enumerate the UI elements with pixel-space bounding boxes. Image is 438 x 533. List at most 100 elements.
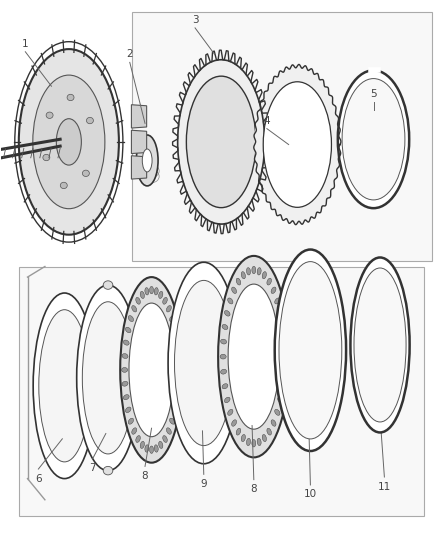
Ellipse shape	[125, 407, 131, 413]
Ellipse shape	[39, 310, 90, 462]
Ellipse shape	[103, 281, 113, 289]
Ellipse shape	[232, 287, 237, 294]
Ellipse shape	[168, 262, 240, 464]
Text: 8: 8	[142, 471, 148, 481]
Ellipse shape	[275, 409, 280, 415]
Ellipse shape	[33, 75, 105, 209]
Ellipse shape	[159, 292, 163, 298]
Ellipse shape	[77, 285, 139, 471]
Ellipse shape	[86, 117, 93, 124]
Ellipse shape	[228, 284, 279, 429]
Ellipse shape	[247, 438, 251, 446]
Ellipse shape	[123, 340, 129, 345]
Ellipse shape	[136, 435, 140, 442]
Ellipse shape	[254, 65, 340, 224]
Ellipse shape	[172, 407, 178, 413]
Ellipse shape	[354, 268, 406, 422]
Ellipse shape	[163, 297, 167, 304]
Ellipse shape	[218, 256, 290, 457]
Text: 5: 5	[370, 89, 377, 99]
Ellipse shape	[228, 298, 233, 304]
Ellipse shape	[128, 418, 134, 424]
Text: 2: 2	[127, 50, 133, 59]
Ellipse shape	[281, 339, 287, 344]
Ellipse shape	[178, 60, 265, 224]
Ellipse shape	[224, 397, 230, 403]
Ellipse shape	[263, 82, 332, 207]
Text: 3: 3	[192, 15, 198, 25]
Ellipse shape	[342, 78, 405, 200]
Ellipse shape	[174, 394, 180, 400]
Ellipse shape	[241, 272, 245, 279]
Ellipse shape	[236, 428, 241, 435]
Ellipse shape	[232, 420, 237, 426]
Polygon shape	[132, 12, 432, 261]
Polygon shape	[19, 266, 424, 516]
Ellipse shape	[140, 292, 145, 298]
Ellipse shape	[46, 112, 53, 118]
Ellipse shape	[123, 394, 129, 400]
Ellipse shape	[159, 441, 163, 448]
Text: 7: 7	[89, 463, 96, 473]
Ellipse shape	[252, 440, 256, 447]
Ellipse shape	[176, 368, 181, 372]
Ellipse shape	[19, 49, 119, 235]
Ellipse shape	[220, 354, 226, 359]
Ellipse shape	[222, 325, 228, 329]
Ellipse shape	[262, 434, 266, 442]
Ellipse shape	[236, 278, 241, 285]
Ellipse shape	[279, 262, 342, 439]
Polygon shape	[131, 156, 147, 179]
Ellipse shape	[132, 428, 137, 434]
Ellipse shape	[278, 311, 283, 316]
Ellipse shape	[136, 135, 158, 186]
Ellipse shape	[166, 305, 171, 312]
Ellipse shape	[140, 441, 145, 448]
Ellipse shape	[281, 369, 287, 374]
Ellipse shape	[174, 340, 180, 345]
Ellipse shape	[82, 170, 89, 176]
Ellipse shape	[186, 76, 256, 208]
Ellipse shape	[338, 70, 409, 208]
Ellipse shape	[172, 327, 178, 333]
Ellipse shape	[163, 435, 167, 442]
Ellipse shape	[129, 303, 174, 437]
Ellipse shape	[267, 428, 272, 435]
Text: 9: 9	[201, 479, 207, 489]
Polygon shape	[131, 130, 147, 154]
Ellipse shape	[175, 381, 181, 386]
Ellipse shape	[271, 420, 276, 426]
Ellipse shape	[257, 268, 261, 275]
Ellipse shape	[275, 298, 280, 304]
Polygon shape	[131, 104, 147, 128]
Ellipse shape	[145, 445, 149, 452]
Ellipse shape	[254, 66, 340, 223]
Ellipse shape	[166, 428, 171, 434]
Ellipse shape	[222, 384, 228, 389]
Ellipse shape	[132, 305, 137, 312]
Ellipse shape	[280, 325, 286, 329]
Ellipse shape	[170, 316, 175, 321]
Ellipse shape	[150, 446, 153, 454]
Ellipse shape	[67, 94, 74, 101]
Ellipse shape	[154, 445, 158, 452]
Ellipse shape	[247, 268, 251, 275]
Text: 8: 8	[251, 484, 257, 494]
Ellipse shape	[128, 316, 134, 321]
Text: 6: 6	[35, 474, 42, 483]
Ellipse shape	[282, 354, 288, 359]
Ellipse shape	[82, 302, 134, 454]
Ellipse shape	[267, 278, 272, 285]
Ellipse shape	[122, 353, 128, 359]
Ellipse shape	[175, 353, 181, 359]
Ellipse shape	[228, 409, 233, 415]
Ellipse shape	[174, 280, 233, 446]
Ellipse shape	[170, 418, 175, 424]
Ellipse shape	[125, 327, 131, 333]
Ellipse shape	[142, 149, 152, 172]
Ellipse shape	[57, 119, 81, 165]
Ellipse shape	[221, 339, 226, 344]
Ellipse shape	[275, 249, 346, 451]
Ellipse shape	[280, 384, 286, 389]
Ellipse shape	[136, 297, 140, 304]
